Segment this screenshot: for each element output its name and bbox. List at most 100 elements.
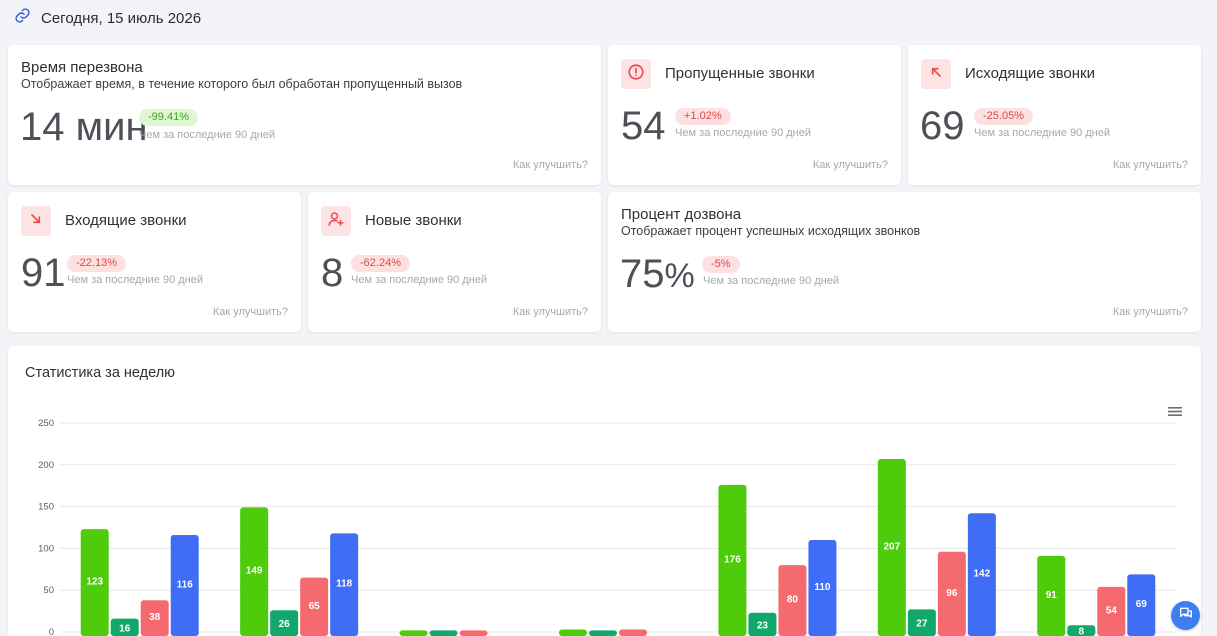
y-tick-label: 50 [43,585,54,596]
card-title: Исходящие звонки [965,65,1095,82]
period-note: Чем за последние 90 дней [974,127,1111,139]
period-note: Чем за последние 90 дней [703,275,840,287]
answer-rate-value: 75% [620,254,695,294]
improve-link[interactable]: Как улучшить? [212,306,288,318]
chart-bar[interactable] [1097,586,1126,636]
menu-icon[interactable] [1168,404,1182,422]
improve-link[interactable]: Как улучшить? [1112,306,1188,318]
bar-value-label: 176 [724,554,741,565]
bar-value-label: 80 [787,595,799,606]
chart-bar[interactable] [778,565,807,636]
incoming-icon-box [21,206,51,236]
improve-link[interactable]: Как улучшить? [512,159,588,171]
answer-rate-unit: % [664,257,695,295]
missed-value: 54 [621,104,666,148]
chart-bar[interactable] [459,630,488,636]
missed-icon-box [621,59,651,89]
period-note: Чем за последние 90 дней [67,274,204,286]
bar-value-label: 96 [946,588,958,599]
chat-widget-button[interactable] [1171,601,1200,630]
new-calls-card: Новые звонки 8 -62.24% Чем за последние … [308,192,601,332]
outgoing-value: 69 [920,104,965,148]
card-title: Время перезвона [21,59,143,76]
new-calls-icon-box [321,206,351,236]
bar-value-label: 65 [309,601,321,612]
chart-bar[interactable] [748,612,777,636]
date-header: Сегодня, 15 июль 2026 [14,8,201,28]
arrow-down-right-icon [28,211,44,232]
chart-bar[interactable] [937,551,966,636]
chart-bar[interactable] [907,609,936,636]
chart-bar[interactable] [877,458,906,636]
improve-link[interactable]: Как улучшить? [812,159,888,171]
bar-value-label: 26 [279,619,291,630]
chart-bar[interactable] [110,618,139,636]
new-calls-value: 8 [321,251,344,295]
bar-value-label: 27 [916,619,928,630]
chart-bar[interactable] [967,513,996,636]
weekly-stats-card: Статистика за неделю 0 50 100 150 200 250 123 1… [8,346,1201,636]
change-badge: -25.05% [974,108,1033,125]
bar-value-label: 91 [1046,590,1058,601]
card-subtitle: Отображает время, в течение которого был… [21,77,463,91]
improve-link[interactable]: Как улучшить? [512,306,588,318]
bar-value-label: 54 [1106,605,1118,616]
bar-value-label: 207 [884,541,901,552]
weekly-stats-chart: 0 50 100 150 200 250 123 16 38 116 149 26 65 118 176 23… [38,418,1176,636]
chart-bar[interactable] [300,577,329,636]
change-badge: -5% [702,256,740,273]
bar-value-label: 38 [149,612,161,623]
date-label: Сегодня, 15 июль 2026 [41,9,202,27]
y-tick-label: 0 [49,627,54,636]
chart-bar[interactable] [399,630,428,636]
y-tick-label: 200 [38,460,54,471]
callback-time-card: Время перезвона Отображает время, в тече… [8,45,601,185]
change-badge: -22.13% [67,255,126,272]
bar-value-label: 142 [974,569,991,580]
chart-title: Статистика за неделю [25,365,176,381]
callback-value: 14 мин [20,105,148,149]
bar-value-label: 149 [246,566,263,577]
card-title: Новые звонки [365,212,462,229]
answer-rate-card: Процент дозвона Отображает процент успеш… [608,192,1201,332]
bar-value-label: 16 [119,623,131,634]
chart-bar[interactable] [808,540,837,636]
period-note: Чем за последние 90 дней [139,129,276,141]
chart-bar[interactable] [718,484,747,636]
bar-value-label: 118 [336,579,353,590]
period-note: Чем за последние 90 дней [351,274,488,286]
incoming-calls-card: Входящие звонки 91 -22.13% Чем за послед… [8,192,301,332]
improve-link[interactable]: Как улучшить? [1112,159,1188,171]
alert-circle-icon [627,63,645,86]
arrow-up-left-icon [928,64,944,85]
change-badge: -62.24% [351,255,410,272]
y-tick-label: 100 [38,543,54,554]
outgoing-calls-card: Исходящие звонки 69 -25.05% Чем за после… [908,45,1201,185]
card-title: Процент дозвона [621,206,742,223]
chart-bar[interactable] [1037,555,1066,636]
y-tick-label: 150 [38,502,54,513]
chart-bar[interactable] [589,630,617,636]
chart-bar[interactable] [1067,625,1096,636]
missed-calls-card: Пропущенные звонки 54 +1.02% Чем за посл… [608,45,901,185]
chart-bar[interactable] [619,629,647,636]
chart-bar[interactable] [330,533,359,636]
chart-bar[interactable] [240,507,269,636]
chart-bar[interactable] [140,600,169,636]
chart-bar[interactable] [170,535,199,636]
bar-value-label: 69 [1136,599,1148,610]
chart-bar[interactable] [80,529,109,636]
chart-bar[interactable] [1127,574,1156,636]
bar-value-label: 116 [177,580,194,591]
incoming-value: 91 [21,251,66,295]
card-title: Пропущенные звонки [665,65,815,82]
card-title: Входящие звонки [65,212,187,229]
chart-bar[interactable] [429,630,458,636]
user-add-icon [327,210,345,233]
chart-bar[interactable] [270,610,299,636]
bar-value-label: 23 [757,620,769,631]
bar-value-label: 8 [1079,627,1085,636]
chart-bar[interactable] [559,629,587,636]
change-badge: +1.02% [675,108,731,125]
chat-icon [1178,605,1194,626]
